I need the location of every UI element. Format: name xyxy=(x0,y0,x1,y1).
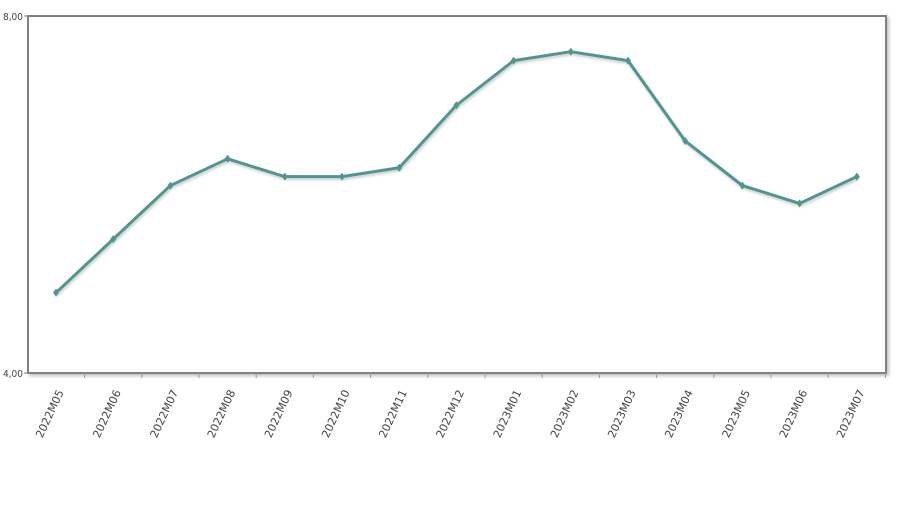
y-tick-label: 8,00 xyxy=(3,12,23,23)
x-tick-label: 2023M04 xyxy=(662,388,696,440)
data-point[interactable] xyxy=(339,172,345,181)
data-point[interactable] xyxy=(567,47,574,56)
data-point[interactable] xyxy=(796,199,803,208)
data-point[interactable] xyxy=(682,136,689,145)
x-tick-label: 2023M07 xyxy=(834,388,868,440)
x-tick-label: 2022M07 xyxy=(148,388,182,440)
x-tick-label: 2022M09 xyxy=(262,388,296,440)
data-point[interactable] xyxy=(110,235,117,244)
x-tick-label: 2022M11 xyxy=(376,388,410,440)
x-tick-label: 2022M06 xyxy=(90,388,124,440)
x-tick-label: 2023M05 xyxy=(720,388,754,440)
plot-frame xyxy=(27,15,887,374)
data-point[interactable] xyxy=(625,56,631,65)
x-tick-label: 2022M12 xyxy=(434,388,468,440)
data-point[interactable] xyxy=(739,181,746,190)
x-tick-label: 2023M02 xyxy=(548,388,582,440)
data-point[interactable] xyxy=(510,56,517,65)
data-point[interactable] xyxy=(853,172,860,181)
y-tick-label: 4,00 xyxy=(3,369,23,380)
data-point[interactable] xyxy=(53,288,59,297)
x-axis: 2022M05 2022M06 2022M07 2022M08 2022M09 2022M… xyxy=(33,373,886,440)
data-point[interactable] xyxy=(453,101,460,110)
x-tick-label: 2022M05 xyxy=(33,388,67,440)
x-tick-label: 2023M01 xyxy=(491,388,525,440)
x-tick-label: 2023M06 xyxy=(777,388,811,440)
y-axis: 4,00 8,00 xyxy=(3,12,28,380)
x-tick-label: 2022M08 xyxy=(205,388,239,440)
data-point[interactable] xyxy=(167,181,174,190)
x-tick-label: 2023M03 xyxy=(605,388,639,440)
series-group xyxy=(53,47,860,297)
data-point[interactable] xyxy=(281,172,288,181)
data-point[interactable] xyxy=(396,163,403,172)
data-point[interactable] xyxy=(224,154,231,163)
x-tick-label: 2022M10 xyxy=(319,388,353,440)
